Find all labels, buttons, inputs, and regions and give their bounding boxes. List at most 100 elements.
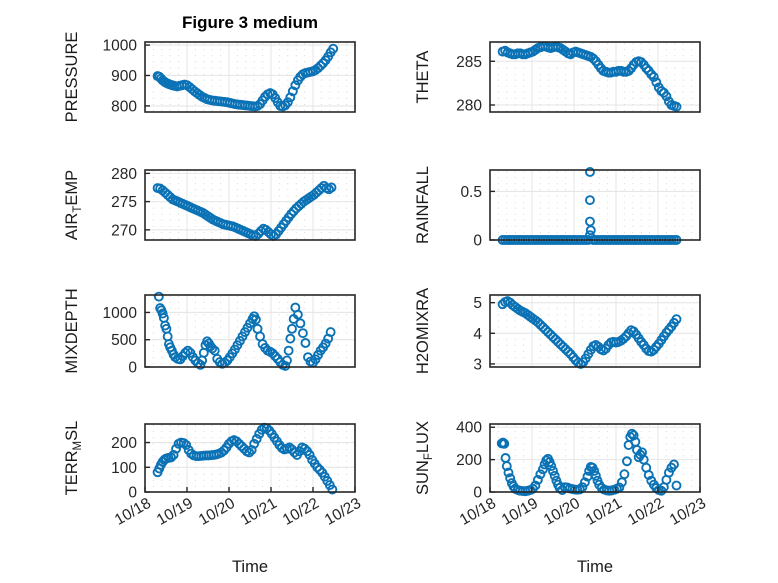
- data-point: [546, 461, 557, 472]
- x-tick-label: 10/21: [583, 495, 625, 529]
- y-tick-label: 0: [473, 485, 482, 502]
- data-point: [282, 97, 293, 108]
- data-point: [292, 309, 303, 320]
- data-point: [558, 341, 569, 352]
- data-point: [618, 333, 629, 344]
- axes-box: [489, 169, 701, 241]
- data-point: [560, 344, 571, 355]
- data-point: [545, 329, 556, 340]
- data-point: [548, 466, 558, 476]
- data-point: [312, 462, 323, 473]
- data-point: [500, 453, 511, 463]
- data-point: [289, 447, 300, 458]
- y-axis-label: RAINFALL: [414, 166, 432, 244]
- panel-pressure: 800 900 1000 PRESSURE: [63, 32, 356, 123]
- data-point: [537, 464, 548, 475]
- data-point: [669, 459, 679, 470]
- data-series-terrain_msl: [152, 422, 338, 495]
- y-tick-label: 0.5: [460, 184, 482, 201]
- data-point: [328, 43, 339, 54]
- y-tick-label: 900: [111, 68, 137, 85]
- data-point: [648, 72, 659, 82]
- y-axis-label: AIRTEMP: [63, 170, 84, 240]
- data-point: [180, 347, 191, 358]
- data-point: [661, 91, 672, 102]
- axes-box: [144, 169, 356, 241]
- data-point: [244, 447, 255, 458]
- x-tick-label: 10/20: [541, 495, 583, 529]
- data-point: [585, 225, 596, 236]
- data-point: [198, 347, 209, 358]
- y-tick-label: 800: [111, 98, 137, 115]
- y-axis-label: H2OMIXRA: [414, 288, 432, 374]
- data-series-rainfall: [497, 166, 682, 245]
- data-point: [574, 484, 585, 495]
- data-point: [280, 360, 291, 371]
- data-point: [299, 443, 310, 454]
- data-point: [166, 452, 176, 463]
- x-axis-label: Time: [232, 558, 268, 576]
- data-point: [548, 332, 558, 342]
- data-point: [530, 480, 541, 491]
- x-tick-label: 10/23: [667, 495, 709, 529]
- axes-box: [489, 294, 701, 368]
- y-tick-label: 280: [456, 98, 482, 115]
- data-point: [326, 182, 337, 193]
- data-point: [641, 63, 652, 74]
- data-point: [250, 314, 261, 325]
- data-point: [671, 314, 682, 325]
- y-tick-label: 0: [128, 360, 137, 377]
- data-point: [304, 449, 315, 460]
- x-tick-label: 10/21: [238, 495, 280, 529]
- x-tick-label: 10/22: [625, 495, 667, 529]
- data-point: [590, 470, 601, 481]
- x-tick-label: 10/19: [499, 495, 541, 529]
- data-point: [499, 438, 510, 449]
- data-point: [553, 336, 563, 347]
- data-point: [325, 327, 336, 338]
- data-point: [290, 80, 301, 91]
- y-axis-label: THETA: [414, 51, 432, 104]
- data-series-theta: [497, 41, 682, 112]
- axes-box: [144, 423, 356, 493]
- data-point: [287, 323, 297, 334]
- data-point: [313, 63, 323, 74]
- data-point: [297, 328, 308, 339]
- data-point: [267, 348, 278, 359]
- data-point: [623, 65, 634, 76]
- x-tick-label: 10/20: [196, 495, 238, 529]
- data-series-pressure: [152, 43, 339, 112]
- data-series-air_temp: [152, 180, 337, 242]
- data-point: [234, 438, 245, 449]
- y-tick-label: 0: [473, 233, 482, 250]
- x-tick-label: 10/22: [280, 495, 322, 529]
- panel-air_temp: 270 275 280 AIRTEMP: [63, 166, 356, 242]
- data-point: [577, 482, 588, 493]
- data-series-h2o_mixing_ratio: [497, 296, 682, 369]
- y-tick-label: 5: [473, 295, 482, 312]
- data-point: [643, 470, 654, 480]
- data-point: [550, 334, 561, 345]
- data-point: [535, 469, 546, 480]
- data-point: [671, 101, 682, 112]
- data-point: [505, 473, 516, 484]
- axes-box: [144, 294, 356, 368]
- y-tick-label: 280: [111, 166, 137, 183]
- data-point: [651, 77, 662, 88]
- panel-rainfall: 0 0.5 RAINFALL: [414, 166, 701, 250]
- y-axis-label: PRESSURE: [63, 32, 81, 123]
- data-point: [585, 166, 595, 177]
- data-point: [207, 343, 218, 354]
- data-point: [543, 327, 553, 338]
- panel-theta: 280 285 THETA: [414, 41, 701, 115]
- x-tick-label: 10/19: [154, 495, 196, 529]
- y-tick-label: 285: [456, 54, 482, 71]
- data-point: [619, 469, 630, 480]
- data-point: [157, 308, 168, 319]
- data-point: [646, 69, 657, 80]
- data-point: [327, 484, 338, 495]
- data-point: [283, 345, 294, 356]
- axes-box: [144, 41, 356, 113]
- data-point: [555, 339, 566, 350]
